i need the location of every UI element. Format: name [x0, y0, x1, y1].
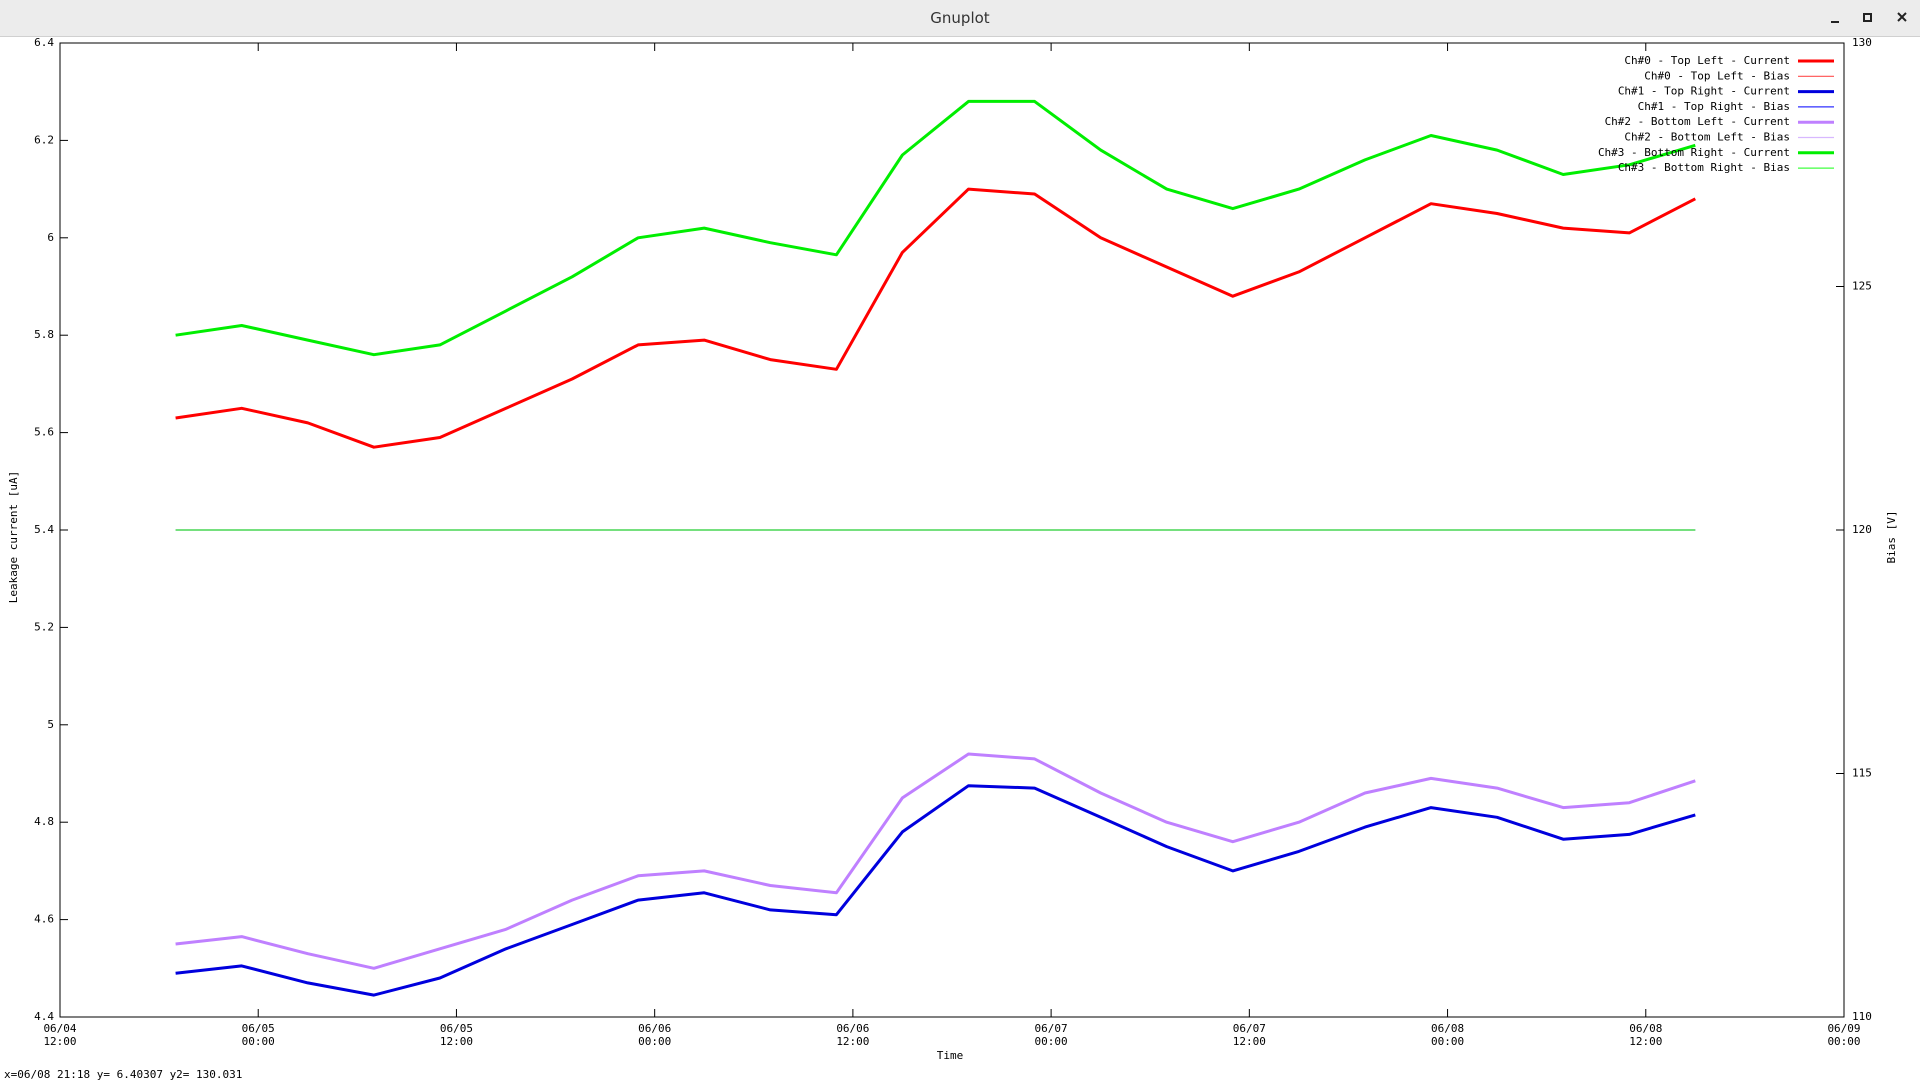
- y-tick-label: 4.6: [34, 913, 54, 926]
- legend-label: Ch#3 - Bottom Right - Bias: [1618, 161, 1790, 174]
- legend-label: Ch#2 - Bottom Left - Current: [1605, 115, 1790, 128]
- series-line: [175, 99, 1696, 357]
- x-tick-label: 06/05 00:00: [242, 1022, 275, 1048]
- legend-label: Ch#1 - Top Right - Current: [1618, 85, 1790, 98]
- y2-axis-label: Bias [V]: [1885, 511, 1898, 564]
- legend-label: Ch#1 - Top Right - Bias: [1638, 100, 1790, 113]
- x-tick-label: 06/06 12:00: [836, 1022, 869, 1048]
- title-bar: Gnuplot: [0, 0, 1920, 37]
- series-line: [175, 752, 1696, 970]
- x-tick-label: 06/08 12:00: [1629, 1022, 1662, 1048]
- x-tick-label: 06/07 12:00: [1233, 1022, 1266, 1048]
- y-tick-label: 5.8: [34, 328, 54, 341]
- y-tick-label: 5.2: [34, 620, 54, 633]
- series-line: [175, 784, 1696, 997]
- y-tick-label: 4.4: [34, 1010, 54, 1023]
- legend-label: Ch#3 - Bottom Right - Current: [1598, 146, 1790, 159]
- y-axis-label: Leakage current [uA]: [7, 471, 20, 603]
- y-tick-label: 4.8: [34, 815, 54, 828]
- series-line: [175, 187, 1696, 449]
- y-tick-label: 6.2: [34, 133, 54, 146]
- x-tick-label: 06/04 12:00: [43, 1022, 76, 1048]
- maximize[interactable]: [1863, 13, 1872, 22]
- legend-label: Ch#2 - Bottom Left - Bias: [1624, 131, 1790, 144]
- y2-tick-label: 115: [1852, 767, 1872, 780]
- y-tick-label: 5.4: [34, 523, 54, 536]
- y2-tick-label: 130: [1852, 37, 1872, 49]
- y2-tick-label: 120: [1852, 523, 1872, 536]
- chart: Time Leakage current [uA] Bias [V] 4.4 4.…: [7, 37, 1898, 1062]
- legend-label: Ch#0 - Top Left - Bias: [1644, 69, 1790, 82]
- x-axis-label: Time: [937, 1049, 964, 1062]
- close[interactable]: [1897, 12, 1907, 22]
- x-tick-label: 06/07 00:00: [1035, 1022, 1068, 1048]
- window-title: Gnuplot: [930, 9, 990, 27]
- y-tick-label: 5.6: [34, 426, 54, 439]
- x-tick-label: 06/05 12:00: [440, 1022, 473, 1048]
- status-line: x=06/08 21:18 y= 6.40307 y2= 130.031: [4, 1068, 243, 1081]
- legend-label: Ch#0 - Top Left - Current: [1624, 54, 1790, 67]
- y2-tick-label: 110: [1852, 1010, 1872, 1023]
- x-tick-label: 06/06 00:00: [638, 1022, 671, 1048]
- x-tick-label: 06/09 00:00: [1827, 1022, 1860, 1048]
- y-tick-label: 6.4: [34, 37, 54, 49]
- x-tick-label: 06/08 00:00: [1431, 1022, 1464, 1048]
- window-controls[interactable]: [1800, 0, 1920, 36]
- y-tick-label: 6: [47, 231, 54, 244]
- y-tick-label: 5: [47, 718, 54, 731]
- y2-tick-label: 125: [1852, 280, 1872, 293]
